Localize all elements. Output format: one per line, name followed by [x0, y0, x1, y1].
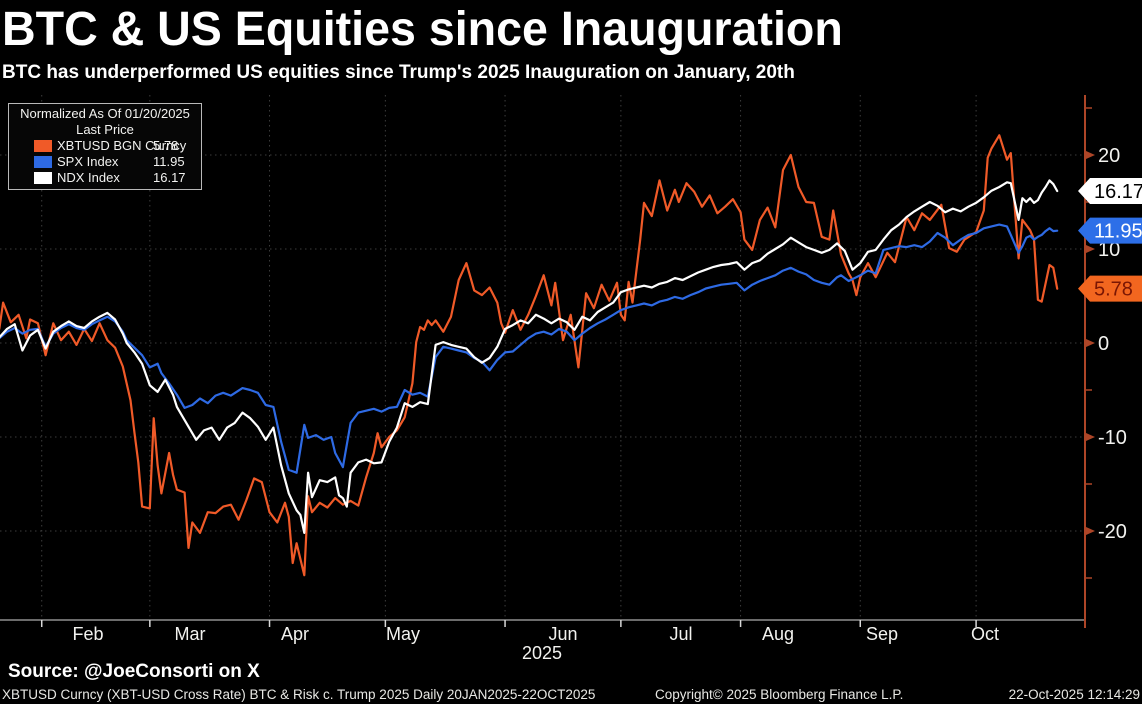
ndx-color-swatch-icon	[34, 172, 52, 184]
last-price-tag	[1078, 217, 1142, 244]
series-line-xbtusd	[0, 134, 1059, 577]
chart-subtitle: BTC has underperformed US equities since…	[2, 62, 795, 83]
y-tick-label: -10	[1098, 427, 1127, 449]
source-attribution: Source: @JoeConsorti on X	[8, 661, 260, 682]
legend-item-value: 5.78	[153, 138, 179, 153]
legend-last-price-label: Last Price	[76, 122, 134, 137]
y-tick-label: 0	[1098, 333, 1109, 355]
month-label: Oct	[971, 624, 999, 644]
legend-item-value: 16.17	[153, 170, 186, 185]
year-label: 2025	[522, 643, 562, 663]
legend-box: Normalized As Of 01/20/2025 Last Price X…	[8, 103, 202, 190]
y-tick-arrow-icon	[1086, 151, 1095, 159]
month-label: Mar	[175, 624, 206, 644]
month-label: Apr	[281, 624, 309, 644]
legend-item-ndx[interactable]: NDX Index 16.17	[9, 170, 201, 186]
footer-copyright: Copyright© 2025 Bloomberg Finance L.P.	[655, 687, 904, 702]
month-label: Feb	[72, 624, 103, 644]
legend-item-label: XBTUSD BGN Curncy	[57, 138, 187, 153]
month-label: Jul	[669, 624, 692, 644]
series-line-spx	[0, 223, 1059, 474]
legend-item-label: NDX Index	[57, 170, 120, 185]
legend-item-spx[interactable]: SPX Index 11.95	[9, 154, 201, 170]
y-tick-arrow-icon	[1086, 245, 1095, 253]
y-tick-label: -20	[1098, 521, 1127, 543]
series-line-ndx	[0, 179, 1059, 535]
last-price-tag-value: 5.78	[1094, 279, 1133, 301]
chart-title: BTC & US Equities since Inauguration	[2, 3, 843, 56]
y-tick-label: 20	[1098, 145, 1120, 167]
spx-color-swatch-icon	[34, 156, 52, 168]
last-price-tag-value: 11.95	[1094, 221, 1142, 243]
legend-item-xbtusd[interactable]: XBTUSD BGN Curncy 5.78	[9, 138, 201, 154]
xbtusd-color-swatch-icon	[34, 140, 52, 152]
month-label: Sep	[866, 624, 898, 644]
footer-ticker-description: XBTUSD Curncy (XBT-USD Cross Rate) BTC &…	[2, 687, 596, 702]
last-price-tag	[1078, 178, 1142, 205]
bloomberg-footer: XBTUSD Curncy (XBT-USD Cross Rate) BTC &…	[0, 684, 1142, 704]
last-price-tag-value: 16.17	[1094, 181, 1142, 203]
month-label: Aug	[762, 624, 794, 644]
y-tick-arrow-icon	[1086, 339, 1095, 347]
month-label: Jun	[548, 624, 577, 644]
y-tick-arrow-icon	[1086, 527, 1095, 535]
legend-normalized-note: Normalized As Of 01/20/2025	[20, 106, 190, 121]
month-label: May	[386, 624, 420, 644]
y-tick-arrow-icon	[1086, 433, 1095, 441]
last-price-tag	[1078, 275, 1142, 302]
legend-item-label: SPX Index	[57, 154, 119, 169]
footer-timestamp: 22-Oct-2025 12:14:29	[1008, 687, 1140, 702]
y-tick-label: 10	[1098, 239, 1120, 261]
legend-item-value: 11.95	[153, 154, 185, 169]
